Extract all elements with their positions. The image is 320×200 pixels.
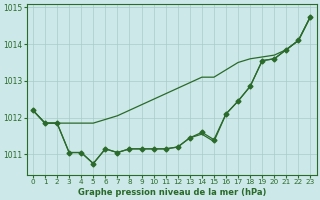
X-axis label: Graphe pression niveau de la mer (hPa): Graphe pression niveau de la mer (hPa) <box>77 188 266 197</box>
